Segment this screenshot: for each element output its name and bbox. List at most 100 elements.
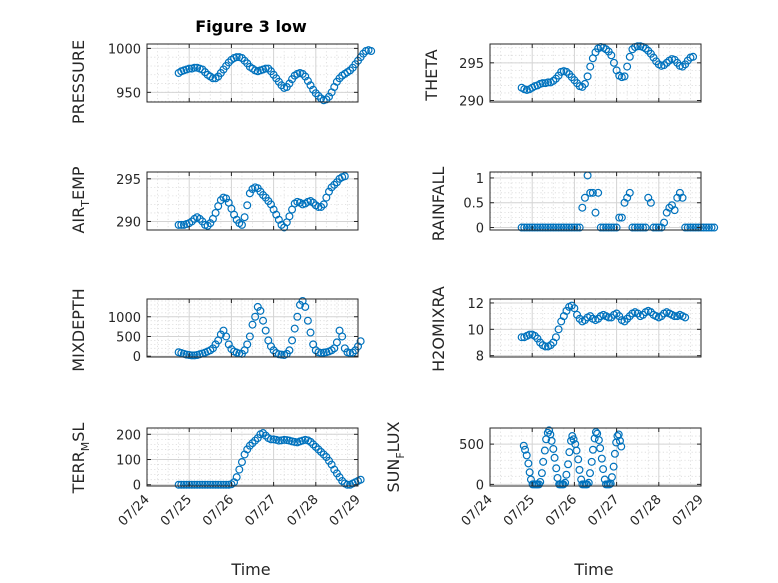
rainfall-point [625, 188, 634, 197]
rainfall-point [617, 213, 626, 222]
terr_msl-point [193, 480, 202, 489]
h2omixra-point [554, 325, 563, 334]
theta-point [641, 44, 650, 53]
theta-point [538, 79, 547, 88]
air_temp-point [243, 201, 252, 210]
rainfall-point [707, 223, 716, 232]
terr_msl-point [280, 435, 289, 444]
plot-area-terr-msl: 0 100 200 07/24 07/25 07/26 07/27 07/28 07/29 [116, 427, 365, 529]
mixdepth-point [256, 306, 265, 315]
h2omixra-point [546, 341, 555, 350]
rainfall-frame [489, 171, 702, 231]
theta-ytick-label: 290 [459, 94, 484, 109]
h2omixra-point [607, 313, 616, 322]
h2omixra-point [573, 310, 582, 319]
terr_msl-point [187, 480, 196, 489]
rainfall-point [551, 223, 560, 232]
h2omixra-point [541, 342, 550, 351]
plot-area-air-temp: 290 295 [116, 171, 359, 232]
axes-theta: THETA 290 295 [422, 42, 702, 109]
sun_flux-point [575, 465, 584, 474]
sun_flux-xtick-label: 07/27 [585, 492, 622, 529]
ylabel-pressure: PRESSURE [69, 40, 88, 124]
rainfall-point [652, 223, 661, 232]
terr_msl-point [198, 480, 207, 489]
mixdepth-point [348, 348, 357, 357]
mixdepth-point [285, 346, 294, 355]
terr_msl-ytick-label: 200 [116, 428, 141, 443]
rainfall-point [660, 218, 669, 227]
rainfall-point [544, 223, 553, 232]
air_temp-point [285, 212, 294, 221]
pressure-point [346, 66, 355, 75]
rainfall-point [554, 223, 563, 232]
mixdepth-point [259, 316, 268, 325]
sun_flux-point [609, 462, 618, 471]
mixdepth-ytick-label: 0 [133, 350, 141, 365]
mixdepth-point [251, 312, 260, 321]
axes-pressure: PRESSURE 950 1000 [69, 40, 376, 124]
h2omixra-point [533, 334, 542, 343]
ylabel-terr-msl-part1: TERR [69, 451, 88, 494]
sun_flux-point [572, 446, 581, 455]
sun_flux-point [536, 477, 545, 486]
theta-point [623, 62, 632, 71]
air_temp-point [237, 220, 246, 229]
ylabel-theta: THETA [422, 49, 441, 101]
air_temp-point [324, 187, 333, 196]
terr_msl-frame [146, 427, 359, 487]
rainfall-point [520, 223, 529, 232]
rainfall-point [686, 223, 695, 232]
air_temp-point [327, 183, 336, 192]
ylabel-air-temp-sub: T [79, 200, 92, 208]
air_temp-point [203, 221, 212, 230]
sun_flux-point [522, 451, 531, 460]
sun_flux-point [591, 428, 600, 437]
mixdepth-point [306, 328, 315, 337]
terr_msl-point [185, 480, 194, 489]
ylabel-air-temp-part1: AIR [69, 207, 88, 234]
terr_msl-ytick-label: 0 [133, 479, 141, 494]
pressure-point [185, 64, 194, 73]
ylabel-rainfall: RAINFALL [429, 167, 448, 242]
terr_msl-point [190, 480, 199, 489]
sun_flux-point [539, 457, 548, 466]
rainfall-point [631, 223, 640, 232]
air_temp-point [177, 220, 186, 229]
pressure-point [208, 74, 217, 83]
sun_flux-point [597, 454, 606, 463]
terr_msl-point [319, 450, 328, 459]
pressure-point [277, 81, 286, 90]
terr_msl-point [222, 480, 231, 489]
rainfall-point [588, 188, 597, 197]
terr_msl-point [309, 440, 318, 449]
pressure-point [314, 91, 323, 100]
plot-area-pressure: 950 1000 [108, 42, 376, 105]
rainfall-ytick-label: 1 [476, 172, 484, 187]
mixdepth-point [301, 302, 310, 311]
pressure-ytick-label: 1000 [108, 42, 141, 57]
terr_msl-xtick-label: 07/27 [242, 492, 279, 529]
h2omixra-point [625, 312, 634, 321]
mixdepth-frame [146, 298, 359, 358]
rainfall-point [638, 223, 647, 232]
ylabel-mixdepth: MIXDEPTH [69, 288, 88, 371]
plot-area-rainfall: 00.51 [463, 171, 719, 237]
pressure-point [240, 56, 249, 65]
air_temp-point [216, 196, 225, 205]
h2omixra-point [646, 308, 655, 317]
terr_msl-point [179, 480, 188, 489]
mixdepth-point [216, 330, 225, 339]
terr_msl-point [219, 480, 228, 489]
theta-point [607, 51, 616, 60]
terr_msl-point [274, 436, 283, 445]
sun_flux-frame [489, 427, 702, 487]
sun_flux-point [549, 444, 558, 453]
terr_msl-point [206, 480, 215, 489]
rainfall-point [670, 206, 679, 215]
sun_flux-point [519, 441, 528, 450]
theta-point [586, 62, 595, 71]
sun_flux-point [583, 480, 592, 489]
rainfall-point [633, 223, 642, 232]
terr_msl-point [261, 431, 270, 440]
